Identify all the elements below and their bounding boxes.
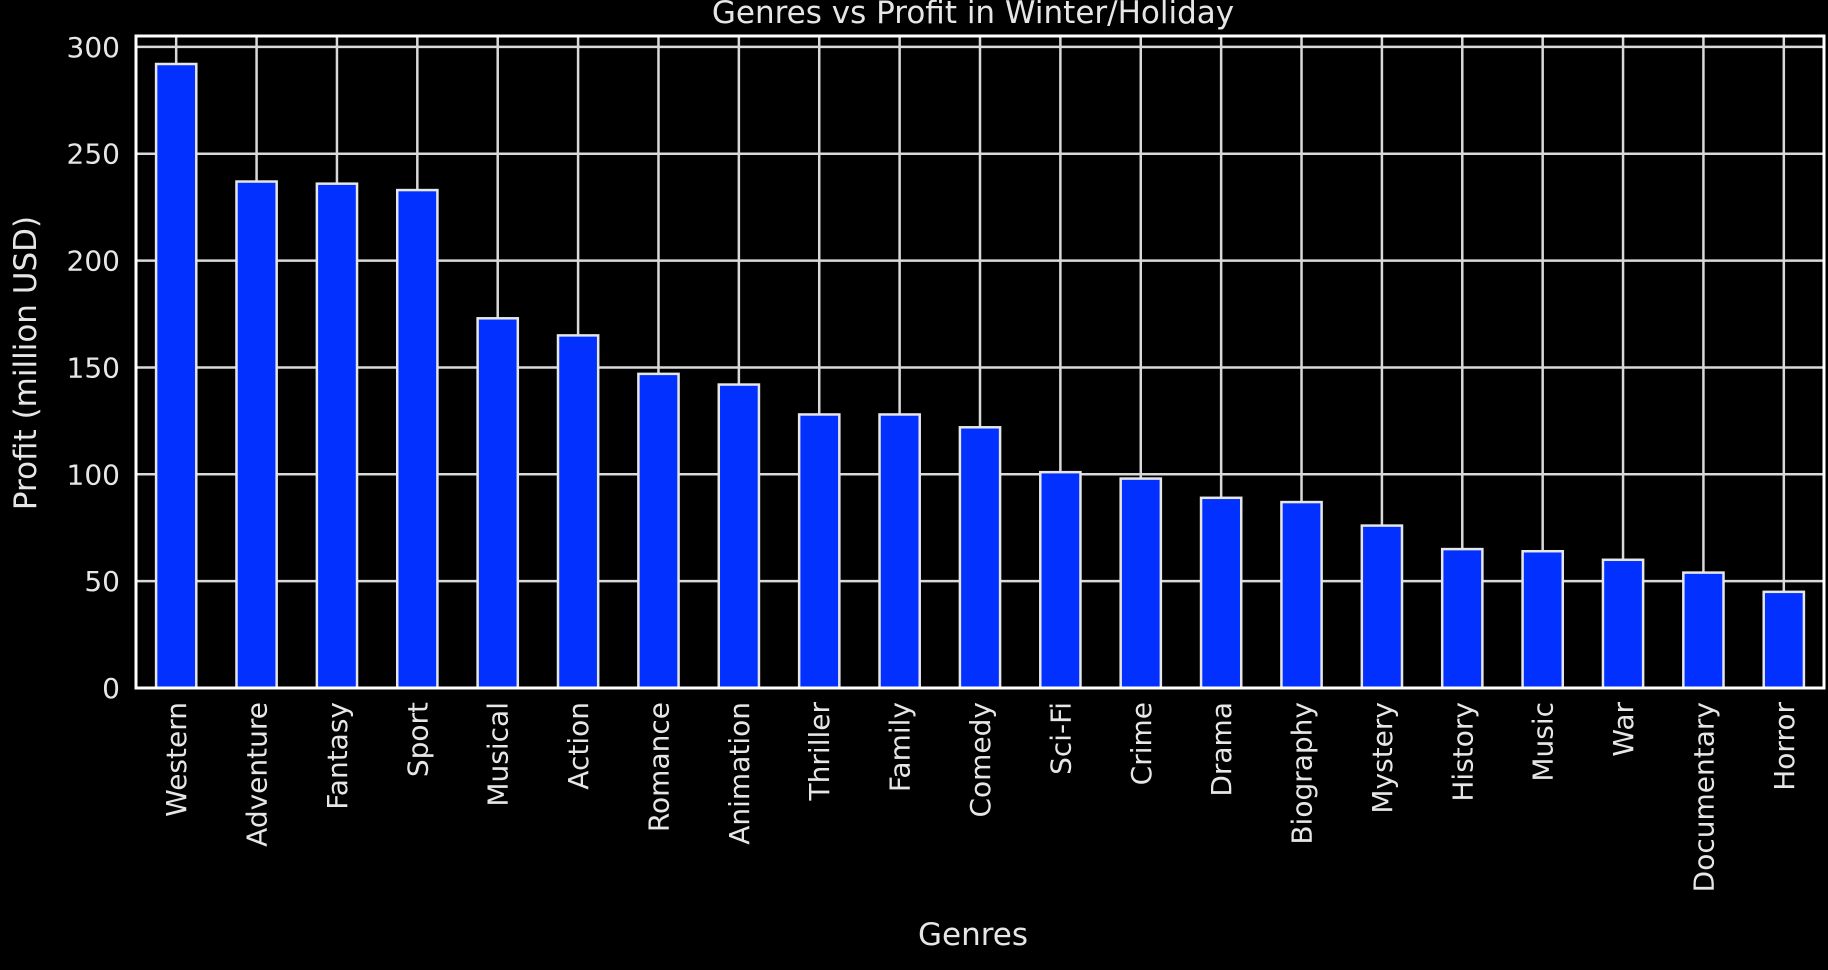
x-tick-label: Thriller xyxy=(803,702,836,802)
x-tick-label: Western xyxy=(160,702,193,817)
x-tick-label: Drama xyxy=(1205,702,1238,797)
bar xyxy=(1199,496,1243,690)
x-tick-label: Family xyxy=(884,702,917,792)
y-tick-label: 50 xyxy=(84,565,120,598)
x-tick-label: Mystery xyxy=(1366,702,1399,814)
bar xyxy=(958,426,1002,690)
x-tick-label: Biography xyxy=(1286,702,1319,845)
bar xyxy=(878,413,921,690)
bar xyxy=(717,383,761,690)
y-axis-label: Profit (million USD) xyxy=(8,216,44,510)
y-tick-labels: 0 50 100 150 200 250 300 xyxy=(67,31,120,705)
x-tick-label: Crime xyxy=(1125,702,1158,785)
y-tick-label: 250 xyxy=(67,138,120,171)
bar xyxy=(1360,524,1404,690)
bar xyxy=(154,62,198,690)
bar xyxy=(637,372,680,690)
y-tick-label: 100 xyxy=(67,458,120,491)
y-tick-label: 200 xyxy=(67,245,120,278)
x-tick-label: Romance xyxy=(642,702,675,832)
x-tick-label: Sport xyxy=(401,702,434,777)
bar xyxy=(1601,558,1645,690)
bar xyxy=(1682,571,1725,690)
x-tick-label: History xyxy=(1446,702,1479,802)
bar xyxy=(395,188,439,690)
bar xyxy=(235,180,278,690)
x-tick-label: Sci-Fi xyxy=(1044,702,1077,775)
x-tick-label: War xyxy=(1607,702,1640,757)
bar xyxy=(1280,500,1323,690)
bar xyxy=(1762,590,1806,690)
bar xyxy=(1119,477,1163,690)
x-tick-label: Horror xyxy=(1768,702,1801,791)
x-tick-label: Music xyxy=(1527,702,1560,782)
x-tick-label: Comedy xyxy=(964,702,997,818)
y-tick-label: 150 xyxy=(67,351,120,384)
x-tick-label: Fantasy xyxy=(321,702,354,810)
x-tick-label: Adventure xyxy=(241,702,274,847)
bar xyxy=(1440,547,1484,690)
chart-title: Genres vs Profit in Winter/Holiday xyxy=(712,0,1234,31)
bar xyxy=(1521,549,1565,690)
x-tick-label: Animation xyxy=(723,702,756,845)
x-tick-label: Action xyxy=(562,702,595,790)
x-tick-label: Musical xyxy=(482,702,515,807)
bar xyxy=(1039,470,1082,690)
axes-frame xyxy=(134,34,1826,690)
bar xyxy=(315,182,359,690)
bar xyxy=(476,317,520,690)
bar xyxy=(797,413,841,690)
bar xyxy=(556,334,600,690)
y-tick-label: 300 xyxy=(67,31,120,64)
bar-layer xyxy=(154,62,1806,690)
x-tick-label: Documentary xyxy=(1687,702,1720,892)
x-axis-label: Genres xyxy=(918,917,1028,953)
x-tick-labels: Western Adventure Fantasy Sport Musical Actio… xyxy=(160,702,1801,893)
y-tick-label: 0 xyxy=(102,672,120,705)
